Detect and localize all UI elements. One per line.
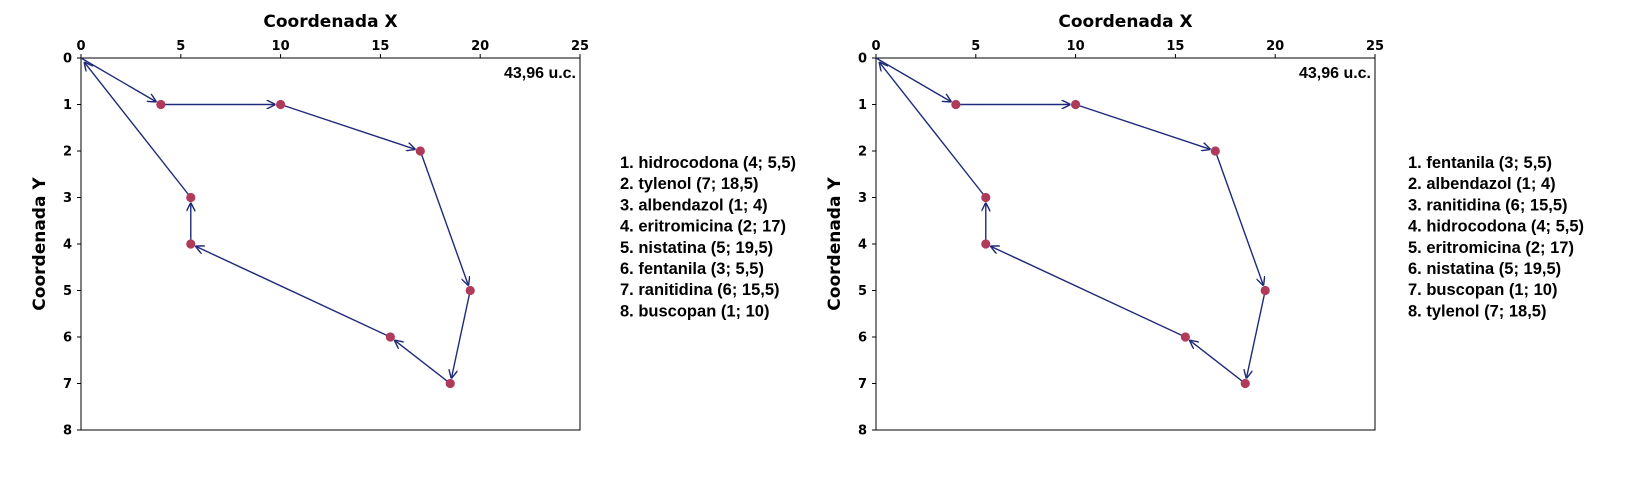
legend-item: 5. nistatina (5; 19,5) [620,239,773,257]
plot-frame [80,57,581,431]
route-segment [451,290,471,379]
route-segment [1189,340,1246,385]
legend-item: 7. buscopan (1; 10) [1408,281,1557,299]
y-tick-label: 0 [858,52,867,67]
x-tick-label: 25 [571,39,589,54]
y-tick-label: 4 [858,238,867,253]
y-tick-label: 4 [63,238,72,253]
y-tick-label: 5 [858,284,867,299]
route-segment [875,57,952,102]
route-segment [80,57,157,102]
data-point [1180,332,1190,342]
legend-item: 3. ranitidina (6; 15,5) [1408,196,1568,214]
x-tick-label: 15 [1166,39,1184,54]
route-segment [195,246,391,338]
legend-item: 4. hidrocodona (4; 5,5) [1408,218,1584,236]
total-distance-label: 43,96 u.c. [504,65,576,82]
y-tick-label: 1 [63,98,72,113]
legend-item: 5. eritromicina (2; 17) [1408,239,1574,257]
y-tick-label: 2 [858,145,867,160]
x-tick-label: 5 [971,39,980,54]
x-tick-label: 15 [371,39,389,54]
data-point [156,99,166,110]
x-tick-label: 25 [1366,39,1384,54]
data-point [1071,99,1081,110]
chart-panel-2: 0 5 10 15 20 25 0 1 2 3 4 5 6 7 8 Coordenada X Coordenad… [825,12,1584,439]
y-tick-label: 7 [858,377,867,392]
legend-item: 8. buscopan (1; 10) [620,302,769,320]
y-tick-label: 6 [858,331,867,346]
x-tick-label: 10 [1067,39,1085,54]
x-tick-label: 0 [76,39,85,54]
y-tick-label: 7 [63,377,72,392]
total-distance-label: 43,96 u.c. [1299,65,1371,82]
y-tick-label: 5 [63,284,72,299]
y-tick-label: 2 [63,145,72,160]
route-segment [1214,150,1263,286]
legend-item: 4. eritromicina (2; 17) [620,218,786,236]
route-segment [1075,103,1211,150]
y-tick-label: 3 [63,191,72,206]
data-point [186,239,196,249]
data-point [1210,146,1220,156]
x-tick-label: 5 [176,39,185,54]
route-segment [1246,290,1266,379]
y-tick-label: 6 [63,331,72,346]
data-point [186,192,196,203]
x-axis-title: Coordenada X [263,12,397,32]
y-tick-label: 0 [63,52,72,67]
chart-panel-1: 0 5 10 15 20 25 0 1 2 3 4 5 6 7 8 Coordenada X Coordenad… [30,12,796,439]
data-point [465,285,475,296]
data-point [385,332,395,342]
data-point [951,99,961,110]
legend-item: 2. albendazol (1; 4) [1408,175,1556,193]
plot-frame [875,57,1376,431]
legend-item: 7. ranitidina (6; 15,5) [620,281,780,299]
y-tick-label: 3 [858,191,867,206]
data-point [415,146,425,156]
x-tick-label: 0 [871,39,880,54]
data-point [981,239,991,249]
legend-item: 8. tylenol (7; 18,5) [1408,302,1546,320]
data-point [1260,285,1270,296]
route-segment [990,246,1186,338]
y-tick-label: 8 [858,424,867,439]
y-axis-title: Coordenada Y [825,177,845,311]
data-point [981,192,991,203]
route-segment [394,340,451,385]
data-point [1240,378,1250,389]
y-tick-label: 8 [63,424,72,439]
data-point [276,99,286,110]
legend-item: 6. nistatina (5; 19,5) [1408,260,1561,278]
x-axis-title: Coordenada X [1058,12,1192,32]
x-tick-label: 10 [272,39,290,54]
route-segment [84,62,192,198]
x-tick-label: 20 [471,39,489,54]
route-segment [280,103,416,150]
legend-item: 6. fentanila (3; 5,5) [620,260,764,278]
route-segment [419,150,468,286]
legend-item: 1. hidrocodona (4; 5,5) [620,154,796,172]
route-segment [879,62,987,198]
data-point [445,378,455,389]
legend-item: 1. fentanila (3; 5,5) [1408,154,1552,172]
legend-item: 3. albendazol (1; 4) [620,196,768,214]
y-axis-title: Coordenada Y [30,177,50,311]
x-tick-label: 20 [1266,39,1284,54]
legend-item: 2. tylenol (7; 18,5) [620,175,758,193]
y-tick-label: 1 [858,98,867,113]
